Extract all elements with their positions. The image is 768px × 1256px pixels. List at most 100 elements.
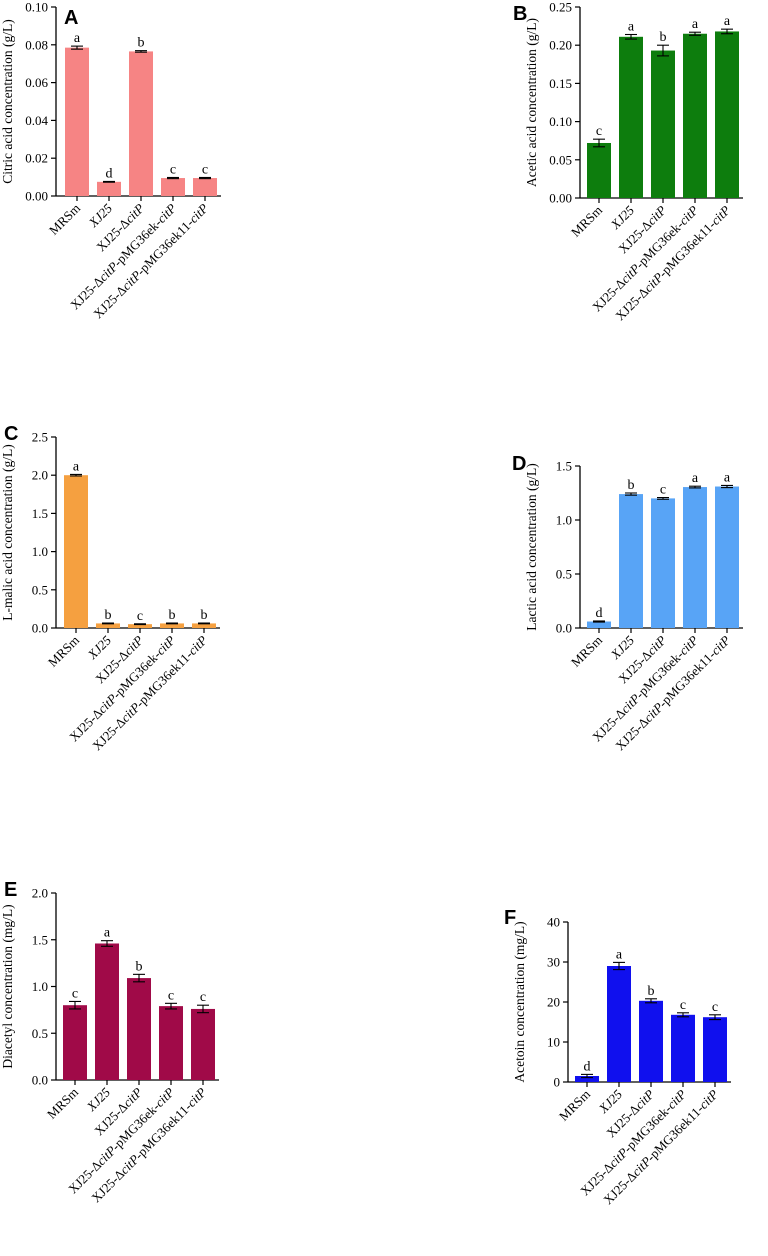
bar-2	[639, 1000, 663, 1082]
significance-letter: a	[692, 471, 699, 486]
y-tick-label: 0.08	[25, 37, 48, 52]
bar-2	[128, 624, 152, 628]
y-tick-label: 0.05	[549, 152, 572, 167]
bar-4	[191, 1008, 215, 1080]
significance-letter: b	[201, 608, 208, 623]
bar-3	[160, 623, 184, 628]
significance-letter: a	[104, 926, 111, 941]
significance-letter: c	[72, 986, 78, 1001]
chart-panel-c: C 0.0 0.5 1.0 1.5 2.0 2.5 L-malic acid concentr…	[0, 423, 220, 753]
chart-panel-a: A 0.00 0.02 0.04 0.06 0.08 0.10 Citric acid con…	[0, 0, 221, 321]
category-label: MRSm	[568, 203, 605, 240]
bar-3	[683, 487, 707, 628]
significance-letter: c	[170, 162, 176, 177]
significance-letter: a	[628, 20, 635, 35]
bar-3	[671, 1014, 695, 1082]
significance-letter: c	[660, 483, 666, 498]
panel-letter: D	[512, 453, 526, 475]
panel-letter: C	[4, 423, 18, 445]
bar-2	[127, 978, 151, 1080]
y-axis-title: Citric acid concentration (g/L)	[0, 19, 15, 184]
significance-letter: c	[137, 609, 143, 624]
significance-letter: a	[73, 459, 80, 474]
y-tick-label: 2.5	[32, 430, 48, 445]
bar-0	[64, 475, 88, 628]
bar-1	[619, 494, 643, 628]
y-tick-label: 0.00	[549, 191, 572, 206]
y-tick-label: 0.20	[549, 38, 572, 53]
bar-4	[192, 623, 216, 628]
significance-letter: c	[596, 124, 602, 139]
panel-letter: F	[504, 907, 516, 929]
significance-letter: b	[169, 608, 176, 623]
significance-letter: a	[74, 31, 81, 46]
bar-0	[63, 1005, 87, 1080]
bar-0	[575, 1076, 599, 1082]
y-tick-label: 1.0	[556, 513, 572, 528]
category-label: MRSm	[46, 201, 83, 238]
y-tick-label: 0.5	[556, 567, 572, 582]
chart-panel-e: E 0.0 0.5 1.0 1.5 2.0 Diacetyl concentration (…	[0, 879, 219, 1205]
significance-letter: d	[106, 166, 113, 181]
y-tick-label: 40	[547, 915, 560, 930]
bar-1	[97, 181, 121, 196]
bar-1	[96, 623, 120, 628]
y-tick-label: 0	[554, 1075, 561, 1090]
y-tick-label: 1.5	[32, 506, 48, 521]
bar-4	[715, 486, 739, 628]
y-axis-title: Lactic acid concentration (g/L)	[524, 463, 539, 631]
y-tick-label: 1.5	[32, 932, 48, 947]
significance-letter: c	[200, 990, 206, 1005]
y-tick-label: 2.0	[32, 468, 48, 483]
y-tick-label: 1.5	[556, 459, 572, 474]
y-tick-label: 0.0	[32, 621, 48, 636]
bar-0	[587, 621, 611, 628]
bar-3	[161, 178, 185, 196]
y-axis-title: L-malic acid concentration (g/L)	[0, 444, 15, 621]
y-tick-label: 0.04	[25, 113, 48, 128]
y-tick-label: 0.10	[549, 114, 572, 129]
y-tick-label: 20	[547, 995, 560, 1010]
y-tick-label: 0.0	[556, 621, 572, 636]
significance-letter: c	[202, 162, 208, 177]
chart-panel-d: D 0.0 0.5 1.0 1.5 Lactic acid concentration (…	[512, 453, 743, 753]
significance-letter: b	[628, 478, 635, 493]
panel-letter: B	[513, 3, 527, 25]
y-tick-label: 0.00	[25, 189, 48, 204]
bar-4	[715, 31, 739, 199]
significance-letter: c	[712, 1000, 718, 1015]
significance-letter: b	[105, 608, 112, 623]
significance-letter: a	[724, 14, 731, 29]
significance-letter: a	[692, 17, 699, 32]
chart-panel-f: F 0 10 20 30 40 Acetoin concentration (mg/L) dM…	[504, 907, 731, 1207]
bar-1	[619, 36, 643, 198]
bar-0	[587, 142, 611, 198]
significance-letter: c	[168, 988, 174, 1003]
category-label: MRSm	[556, 1087, 593, 1124]
significance-letter: a	[724, 470, 731, 485]
category-label: MRSm	[44, 1085, 81, 1122]
bar-1	[607, 966, 631, 1082]
y-tick-label: 0.25	[549, 0, 572, 15]
y-tick-label: 0.06	[25, 75, 48, 90]
significance-letter: b	[138, 36, 145, 51]
bar-2	[651, 498, 675, 628]
significance-letter: d	[596, 606, 603, 621]
y-axis-title: Acetic acid concentration (g/L)	[524, 18, 539, 187]
bar-3	[683, 33, 707, 198]
bar-2	[129, 51, 153, 196]
y-tick-label: 0.5	[32, 1026, 48, 1041]
y-tick-label: 0.15	[549, 76, 572, 91]
significance-letter: b	[660, 30, 667, 45]
y-axis-title: Acetoin concentration (mg/L)	[512, 921, 527, 1082]
bar-0	[65, 47, 89, 197]
bar-4	[703, 1017, 727, 1082]
y-axis-title: Diacetyl concentration (mg/L)	[0, 904, 15, 1068]
y-tick-label: 0.5	[32, 582, 48, 597]
y-tick-label: 1.0	[32, 979, 48, 994]
significance-letter: b	[136, 959, 143, 974]
y-tick-label: 2.0	[32, 886, 48, 901]
bar-3	[159, 1006, 183, 1080]
bar-4	[193, 178, 217, 196]
